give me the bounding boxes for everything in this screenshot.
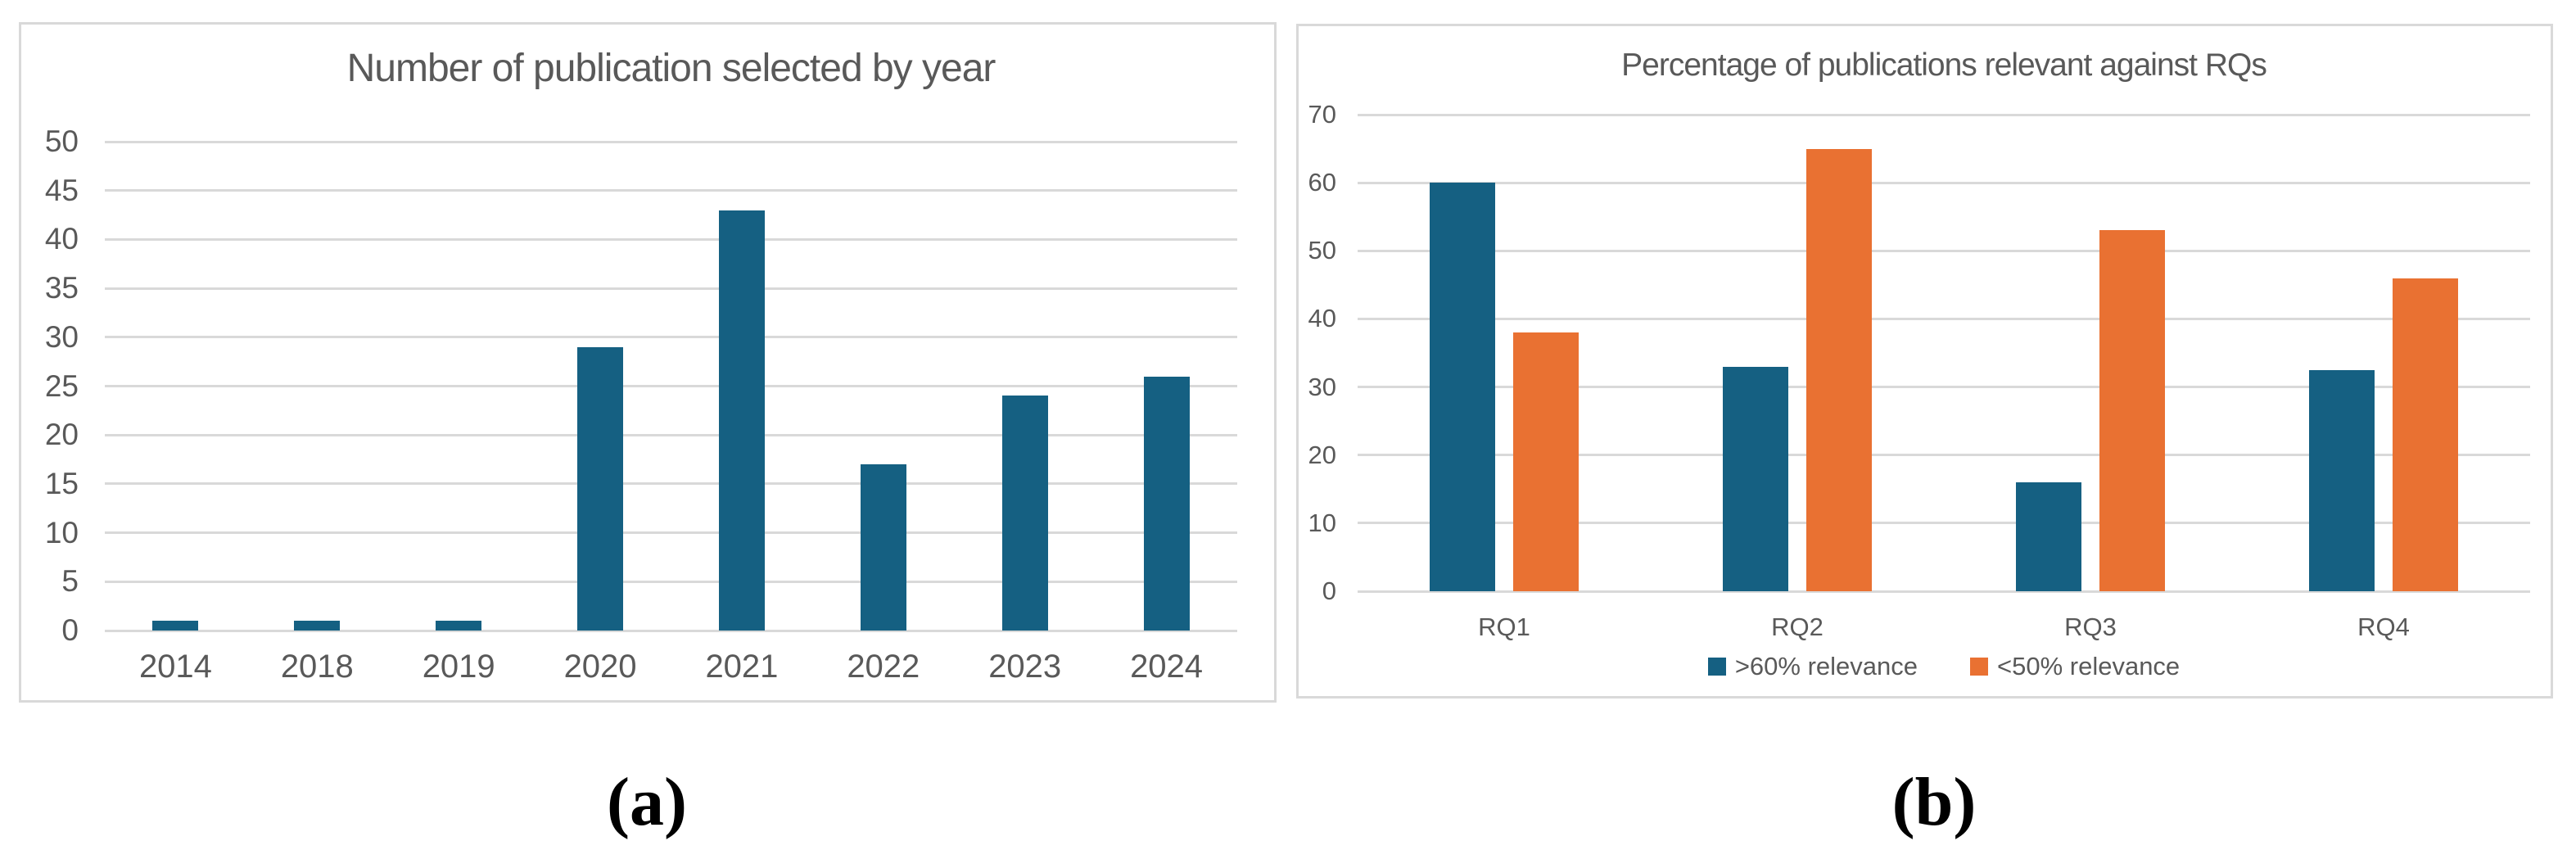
chart-panel-b: Percentage of publications relevant agai… xyxy=(1296,24,2553,699)
bar-2020 xyxy=(577,346,624,631)
gridline xyxy=(105,385,1237,387)
y-tick-label: 40 xyxy=(44,222,79,256)
gridline xyxy=(1358,249,2530,252)
y-tick-label: 45 xyxy=(44,173,79,207)
subfigure-label-b: (b) xyxy=(1891,764,1977,840)
gridline xyxy=(105,140,1237,143)
gridline xyxy=(105,237,1237,241)
gridline xyxy=(105,531,1237,535)
x-category-label-rq3: RQ3 xyxy=(2064,613,2117,641)
y-tick-label: 0 xyxy=(1322,576,1336,605)
bar-rq1-50-relevance xyxy=(1513,332,1579,591)
y-tick-label: 50 xyxy=(1308,236,1336,265)
y-tick-label: 0 xyxy=(61,613,79,647)
y-tick-label: 30 xyxy=(44,319,79,354)
gridline xyxy=(1358,522,2530,525)
y-tick-label: 50 xyxy=(44,124,79,158)
y-tick-label: 10 xyxy=(44,515,79,549)
gridline xyxy=(105,433,1237,436)
legend-swatch-icon xyxy=(1970,658,1988,676)
legend-item-60-relevance: >60% relevance xyxy=(1707,652,1918,681)
x-axis-baseline xyxy=(1358,590,2530,593)
bar-2019 xyxy=(436,621,482,631)
gridline xyxy=(1358,386,2530,389)
y-tick-label: 10 xyxy=(1308,508,1336,537)
y-tick-label: 60 xyxy=(1308,168,1336,197)
legend-label: >60% relevance xyxy=(1734,652,1918,680)
chart-a-plot-area: 0 5 10 15 20 25 30 35 40 45 50 2014 2018 2019 2020 2021… xyxy=(45,124,1237,685)
x-category-label-rq2: RQ2 xyxy=(1771,613,1824,641)
x-category-label-2020: 2020 xyxy=(563,649,637,685)
y-tick-label: 25 xyxy=(44,368,79,403)
bar-rq3-50-relevance xyxy=(2099,230,2165,591)
bar-rq4-60-relevance xyxy=(2309,369,2375,591)
chart-b-legend: >60% relevance <50% relevance xyxy=(1358,652,2530,681)
bar-rq2-50-relevance xyxy=(1806,148,1872,591)
y-tick-label: 20 xyxy=(1308,440,1336,469)
x-category-label-rq4: RQ4 xyxy=(2357,613,2410,641)
x-category-label-2019: 2019 xyxy=(422,649,495,685)
gridline xyxy=(105,336,1237,339)
x-axis-baseline xyxy=(105,629,1237,632)
chart-b-title: Percentage of publications relevant agai… xyxy=(1621,47,2267,83)
x-category-label-rq1: RQ1 xyxy=(1478,613,1530,641)
gridline xyxy=(105,580,1237,583)
y-tick-label: 20 xyxy=(44,418,79,452)
gridline xyxy=(1358,181,2530,184)
legend-label: <50% relevance xyxy=(1997,652,2181,680)
gridline xyxy=(105,287,1237,290)
x-category-label-2022: 2022 xyxy=(847,649,920,685)
bar-2023 xyxy=(1001,396,1048,631)
chart-b-plot-area: 0 10 20 30 40 50 60 70 RQ1 RQ2 RQ3 RQ4 xyxy=(1308,100,2530,641)
chart-panel-a: Number of publication selected by year 0… xyxy=(19,22,1277,703)
bar-rq3-60-relevance xyxy=(2016,481,2081,591)
chart-a-title: Number of publication selected by year xyxy=(346,47,997,90)
gridline xyxy=(105,189,1237,192)
gridline xyxy=(1358,454,2530,457)
y-tick-label: 5 xyxy=(61,564,79,599)
x-category-label-2023: 2023 xyxy=(988,649,1062,685)
bar-2022 xyxy=(860,464,906,631)
x-category-label-2014: 2014 xyxy=(138,649,212,685)
y-tick-label: 70 xyxy=(1308,100,1336,129)
x-category-label-2024: 2024 xyxy=(1130,649,1204,685)
bar-2018 xyxy=(294,621,341,631)
bar-2024 xyxy=(1143,376,1190,631)
y-tick-label: 15 xyxy=(44,466,79,500)
x-category-label-2018: 2018 xyxy=(280,649,354,685)
gridline xyxy=(1358,113,2530,116)
x-category-label-2021: 2021 xyxy=(705,649,779,685)
y-tick-label: 35 xyxy=(44,271,79,305)
bar-2014 xyxy=(152,621,199,631)
gridline xyxy=(1358,317,2530,320)
bar-2021 xyxy=(718,210,765,631)
y-tick-label: 30 xyxy=(1308,372,1336,401)
bar-rq2-60-relevance xyxy=(1723,366,1788,591)
bar-rq1-60-relevance xyxy=(1430,183,1495,591)
y-tick-label: 40 xyxy=(1308,304,1336,333)
bar-rq4-50-relevance xyxy=(2393,278,2458,591)
legend-item-50-relevance: <50% relevance xyxy=(1970,652,2180,681)
legend-swatch-icon xyxy=(1707,658,1726,676)
subfigure-label-a: (a) xyxy=(607,764,687,840)
gridline xyxy=(105,482,1237,486)
